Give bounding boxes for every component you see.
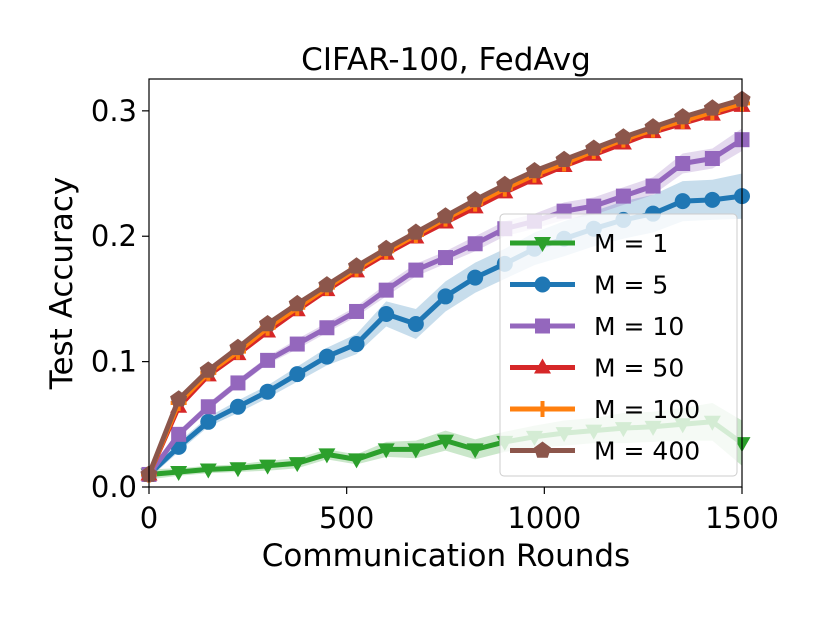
data-point-series-3 — [408, 262, 424, 278]
data-point-series-1 — [199, 463, 217, 479]
data-point-series-6 — [407, 223, 425, 240]
data-point-series-6 — [555, 150, 573, 167]
data-point-series-1 — [466, 443, 484, 459]
legend-marker — [534, 276, 551, 293]
legend-item: M = 10 — [510, 312, 684, 341]
data-point-series-2 — [348, 336, 365, 353]
data-point-series-2 — [704, 191, 721, 208]
data-point-series-6 — [674, 108, 692, 125]
data-point-series-2 — [229, 398, 246, 415]
data-point-series-1 — [348, 453, 366, 469]
data-point-series-1 — [437, 434, 454, 450]
data-point-series-1 — [288, 457, 306, 473]
data-point-series-6 — [229, 338, 247, 356]
legend-label: M = 400 — [594, 437, 700, 466]
y-axis-title: Test Accuracy — [44, 177, 80, 390]
data-point-series-6 — [644, 118, 662, 135]
plot-frame — [148, 78, 743, 488]
x-axis: 0 500 1000 1500 — [140, 487, 779, 535]
data-point-series-6 — [585, 139, 603, 156]
data-point-series-6 — [348, 257, 366, 274]
data-point-series-2 — [318, 348, 335, 365]
y-tick-label: 0.2 — [91, 219, 137, 253]
data-point-series-6 — [436, 207, 455, 224]
legend-item: M = 100 — [510, 395, 700, 424]
series-6 — [140, 90, 751, 482]
data-point-series-2 — [674, 193, 691, 210]
data-point-series-3 — [586, 198, 602, 214]
data-point-series-3 — [645, 178, 661, 194]
data-point-series-6 — [525, 162, 543, 179]
data-point-series-2 — [437, 288, 454, 305]
y-tick-label: 0.0 — [91, 470, 137, 504]
legend-label: M = 1 — [594, 229, 668, 258]
data-point-series-3 — [200, 399, 216, 415]
data-point-series-6 — [466, 190, 484, 208]
data-point-series-3 — [289, 336, 305, 352]
data-point-series-3 — [349, 303, 365, 319]
data-point-series-3 — [615, 188, 631, 204]
legend-marker — [533, 441, 552, 458]
data-point-series-6 — [259, 315, 277, 332]
data-point-series-3 — [704, 150, 720, 166]
data-point-series-2 — [289, 366, 306, 383]
x-tick-label: 0 — [140, 501, 158, 535]
data-point-series-1 — [229, 462, 247, 478]
legend-marker — [534, 237, 551, 252]
y-tick-label: 0.3 — [91, 94, 137, 128]
legend-item: M = 5 — [510, 271, 668, 300]
data-point-series-1 — [259, 459, 277, 475]
data-point-series-6 — [377, 239, 395, 257]
data-point-series-2 — [467, 269, 484, 286]
data-point-series-1 — [377, 443, 395, 459]
data-point-series-6 — [318, 276, 336, 293]
data-point-series-3 — [230, 375, 246, 391]
legend: M = 1 M = 5 M = 10 M = 50 M = 100 M = 400 — [499, 213, 738, 477]
legend-marker — [534, 358, 551, 374]
legend-label: M = 50 — [594, 354, 684, 383]
data-point-series-2 — [407, 316, 424, 333]
legend-label: M = 100 — [594, 395, 700, 424]
data-point-series-1 — [407, 443, 425, 459]
x-axis-title: Communication Rounds — [262, 538, 630, 574]
data-point-series-1 — [318, 448, 336, 464]
data-point-series-6 — [496, 175, 514, 193]
data-point-series-3 — [467, 236, 483, 252]
data-point-series-3 — [319, 320, 335, 336]
data-point-series-2 — [378, 305, 395, 322]
legend-label: M = 5 — [594, 271, 668, 300]
x-tick-label: 500 — [319, 501, 374, 535]
data-point-series-3 — [378, 282, 394, 298]
data-point-series-1 — [170, 465, 188, 481]
data-point-series-6 — [288, 294, 306, 312]
data-point-series-6 — [199, 361, 217, 378]
legend-marker — [535, 318, 550, 334]
x-tick-label: 1000 — [507, 501, 581, 535]
legend-item: M = 50 — [510, 354, 684, 383]
data-point-series-3 — [675, 156, 691, 172]
y-tick-label: 0.1 — [91, 345, 137, 379]
data-point-series-3 — [260, 352, 276, 368]
data-point-series-3 — [438, 250, 453, 266]
chart-title: CIFAR-100, FedAvg — [301, 42, 591, 78]
legend-marker — [534, 401, 551, 417]
legend-label: M = 10 — [594, 312, 684, 341]
x-tick-label: 1500 — [705, 501, 779, 535]
data-point-series-6 — [703, 99, 721, 116]
data-point-series-6 — [170, 390, 188, 407]
data-point-series-2 — [259, 383, 276, 400]
legend-item: M = 400 — [510, 437, 700, 466]
legend-item: M = 1 — [510, 229, 668, 258]
data-point-series-2 — [200, 413, 217, 430]
data-point-series-3 — [171, 426, 187, 442]
y-axis: 0.0 0.1 0.2 0.3 — [91, 94, 149, 504]
data-point-series-6 — [614, 128, 632, 145]
